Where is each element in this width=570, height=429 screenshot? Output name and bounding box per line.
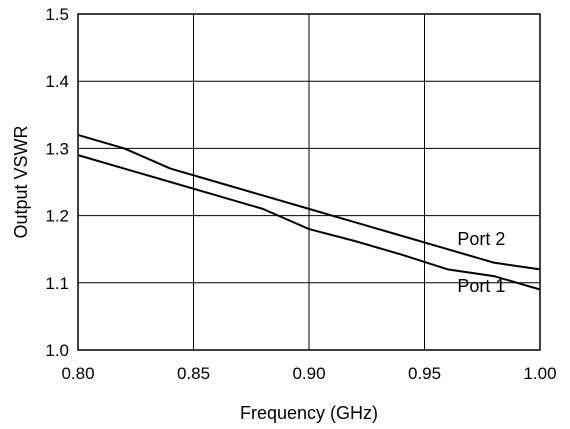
series-lines bbox=[77, 133, 541, 291]
y-tick-label: 1.4 bbox=[45, 72, 69, 91]
x-tick-label: 0.80 bbox=[61, 364, 94, 383]
y-tick-label: 1.1 bbox=[45, 274, 69, 293]
port-2-label: Port 2 bbox=[457, 229, 505, 249]
x-axis-title: Frequency (GHz) bbox=[240, 403, 378, 423]
grid bbox=[78, 14, 540, 350]
y-axis-title: Output VSWR bbox=[11, 125, 31, 238]
x-tick-label: 1.00 bbox=[523, 364, 556, 383]
x-tick-label: 0.95 bbox=[408, 364, 441, 383]
x-tick-label: 0.85 bbox=[177, 364, 210, 383]
y-tick-label: 1.5 bbox=[45, 5, 69, 24]
port-1-label: Port 1 bbox=[457, 276, 505, 296]
y-tick-label: 1.3 bbox=[45, 139, 69, 158]
port-2-line bbox=[77, 133, 541, 271]
y-tick-label: 1.2 bbox=[45, 207, 69, 226]
plot-frame bbox=[77, 13, 541, 351]
x-tick-label: 0.90 bbox=[292, 364, 325, 383]
y-tick-labels: 1.0 1.1 1.2 1.3 1.4 1.5 bbox=[45, 5, 69, 360]
port-1-line bbox=[77, 154, 541, 291]
y-tick-label: 1.0 bbox=[45, 341, 69, 360]
x-tick-labels: 0.80 0.85 0.90 0.95 1.00 bbox=[61, 364, 556, 383]
series-labels: Port 1 Port 2 bbox=[457, 229, 505, 296]
